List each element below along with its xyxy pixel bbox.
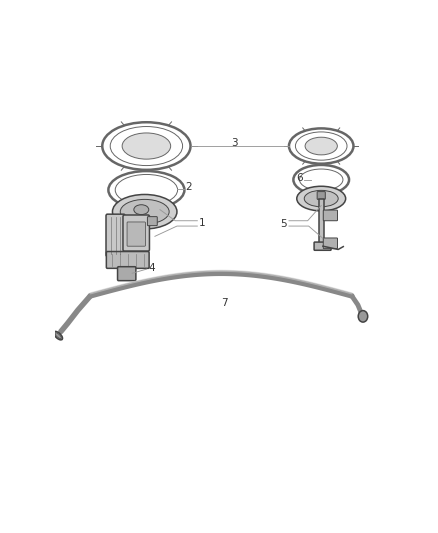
FancyBboxPatch shape — [323, 238, 338, 248]
Ellipse shape — [113, 195, 177, 229]
Ellipse shape — [297, 186, 346, 211]
FancyBboxPatch shape — [323, 210, 338, 221]
Circle shape — [358, 311, 368, 322]
FancyBboxPatch shape — [127, 222, 145, 246]
Text: 4: 4 — [148, 263, 155, 272]
Text: 2: 2 — [186, 182, 192, 192]
Text: 5: 5 — [281, 219, 287, 229]
FancyBboxPatch shape — [314, 242, 331, 251]
Ellipse shape — [305, 137, 337, 155]
FancyBboxPatch shape — [148, 216, 157, 225]
FancyBboxPatch shape — [123, 215, 149, 251]
FancyBboxPatch shape — [317, 191, 325, 199]
Ellipse shape — [55, 333, 61, 338]
Ellipse shape — [120, 199, 169, 224]
Bar — [319, 199, 324, 245]
Text: 1: 1 — [199, 218, 206, 228]
FancyBboxPatch shape — [106, 214, 125, 256]
Text: 7: 7 — [221, 298, 228, 308]
Ellipse shape — [134, 205, 149, 215]
Ellipse shape — [54, 332, 63, 340]
Ellipse shape — [304, 190, 338, 207]
FancyBboxPatch shape — [117, 266, 136, 281]
Ellipse shape — [122, 133, 171, 159]
Text: 6: 6 — [296, 173, 303, 183]
Text: 3: 3 — [231, 138, 238, 148]
FancyBboxPatch shape — [106, 252, 149, 268]
